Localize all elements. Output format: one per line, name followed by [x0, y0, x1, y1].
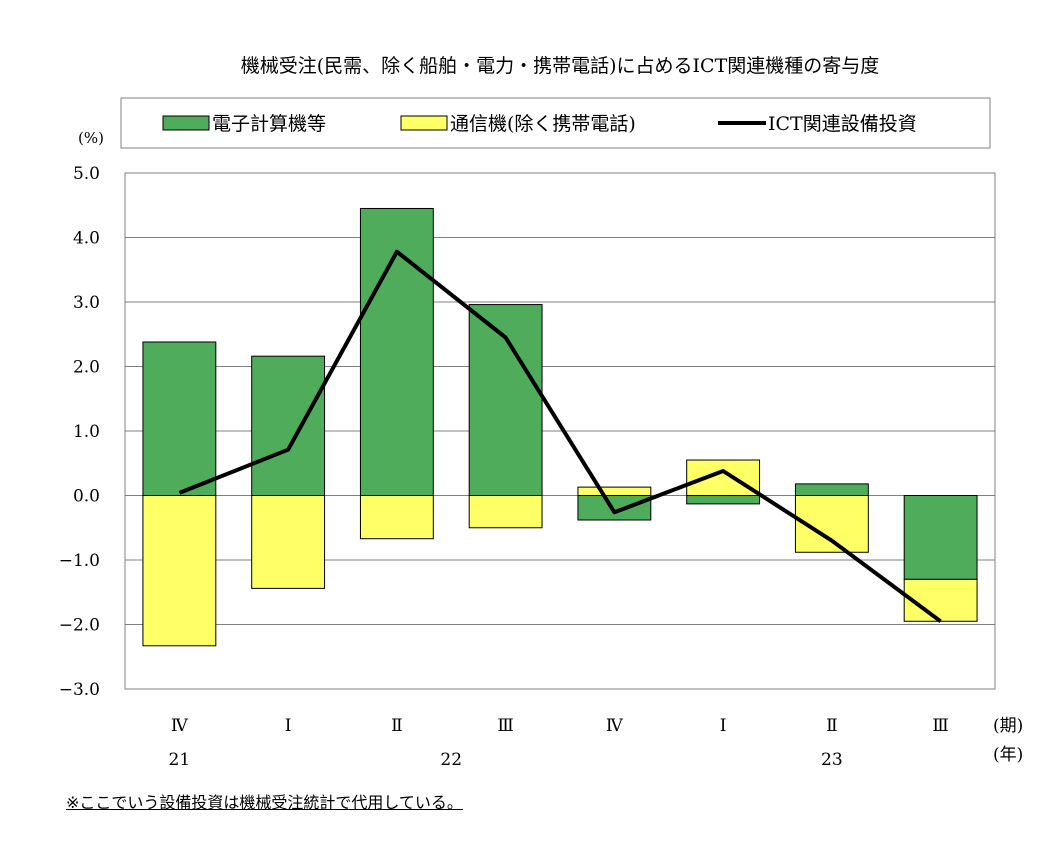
y-tick-label: 2.0 — [73, 358, 100, 378]
bar-computers — [577, 495, 652, 521]
y-tick-label: −1.0 — [59, 551, 100, 571]
x-unit-period: (期) — [993, 716, 1023, 736]
legend-label-telecom: 通信機(除く携帯電話) — [450, 113, 636, 135]
x-tick-label: Ⅲ — [932, 716, 948, 736]
y-tick-label: 1.0 — [73, 422, 100, 442]
y-tick-label: 3.0 — [73, 293, 100, 313]
bar-telecom — [577, 486, 652, 496]
bar-telecom — [251, 495, 326, 589]
bar-telecom — [142, 495, 217, 647]
chart-title: 機械受注(民需、除く船舶・電力・携帯電話)に占めるICT関連機種の寄与度 — [241, 55, 880, 77]
footnote: ※ここでいう設備投資は機械受注統計で代用している。 — [66, 793, 463, 812]
bar-computers — [251, 355, 326, 496]
bar-computers — [794, 483, 869, 497]
ict-line — [178, 249, 942, 623]
year-label: 23 — [821, 750, 843, 770]
legend-label-ict: ICT関連設備投資 — [768, 113, 917, 135]
y-axis-unit: (%) — [78, 129, 104, 147]
x-tick-labels: Ⅳ Ⅰ Ⅱ Ⅲ Ⅳ Ⅰ Ⅱ Ⅲ — [171, 716, 949, 736]
x-tick-label: Ⅱ — [826, 716, 838, 736]
y-tick-label: 5.0 — [73, 164, 100, 184]
bar-telecom — [359, 495, 434, 540]
legend-label-computers: 電子計算機等 — [212, 113, 326, 135]
x-tick-label: Ⅳ — [171, 716, 189, 736]
legend-box — [120, 97, 991, 149]
bars — [142, 207, 978, 647]
bar-computers — [903, 495, 978, 580]
year-label: 22 — [440, 750, 462, 770]
y-tick-label: −3.0 — [59, 680, 100, 700]
bar-telecom — [686, 459, 761, 496]
x-tick-label: Ⅳ — [606, 716, 624, 736]
bar-computers — [359, 207, 434, 496]
legend-swatch-computers — [162, 115, 210, 131]
x-unit-year: (年) — [993, 745, 1023, 765]
bar-computers — [468, 304, 543, 496]
year-labels: 21 22 23 — [169, 750, 843, 770]
y-tick-labels: 5.0 4.0 3.0 2.0 1.0 0.0 −1.0 −2.0 −3.0 — [59, 164, 100, 700]
year-label: 21 — [169, 750, 191, 770]
bar-telecom — [903, 578, 978, 622]
x-tick-label: Ⅲ — [497, 716, 513, 736]
legend: 電子計算機等 通信機(除く携帯電話) ICT関連設備投資 — [120, 97, 991, 149]
x-tick-label: Ⅰ — [285, 716, 292, 736]
x-tick-label: Ⅰ — [720, 716, 727, 736]
bar-telecom — [468, 495, 543, 529]
bar-computers — [686, 495, 761, 505]
bar-computers — [142, 341, 217, 496]
legend-swatch-telecom — [400, 115, 448, 131]
ict-line-path — [178, 249, 942, 623]
y-tick-label: 0.0 — [73, 487, 100, 507]
x-tick-label: Ⅱ — [391, 716, 403, 736]
y-tick-label: 4.0 — [73, 229, 100, 249]
y-tick-label: −2.0 — [59, 616, 100, 636]
plot-frame — [124, 172, 996, 690]
